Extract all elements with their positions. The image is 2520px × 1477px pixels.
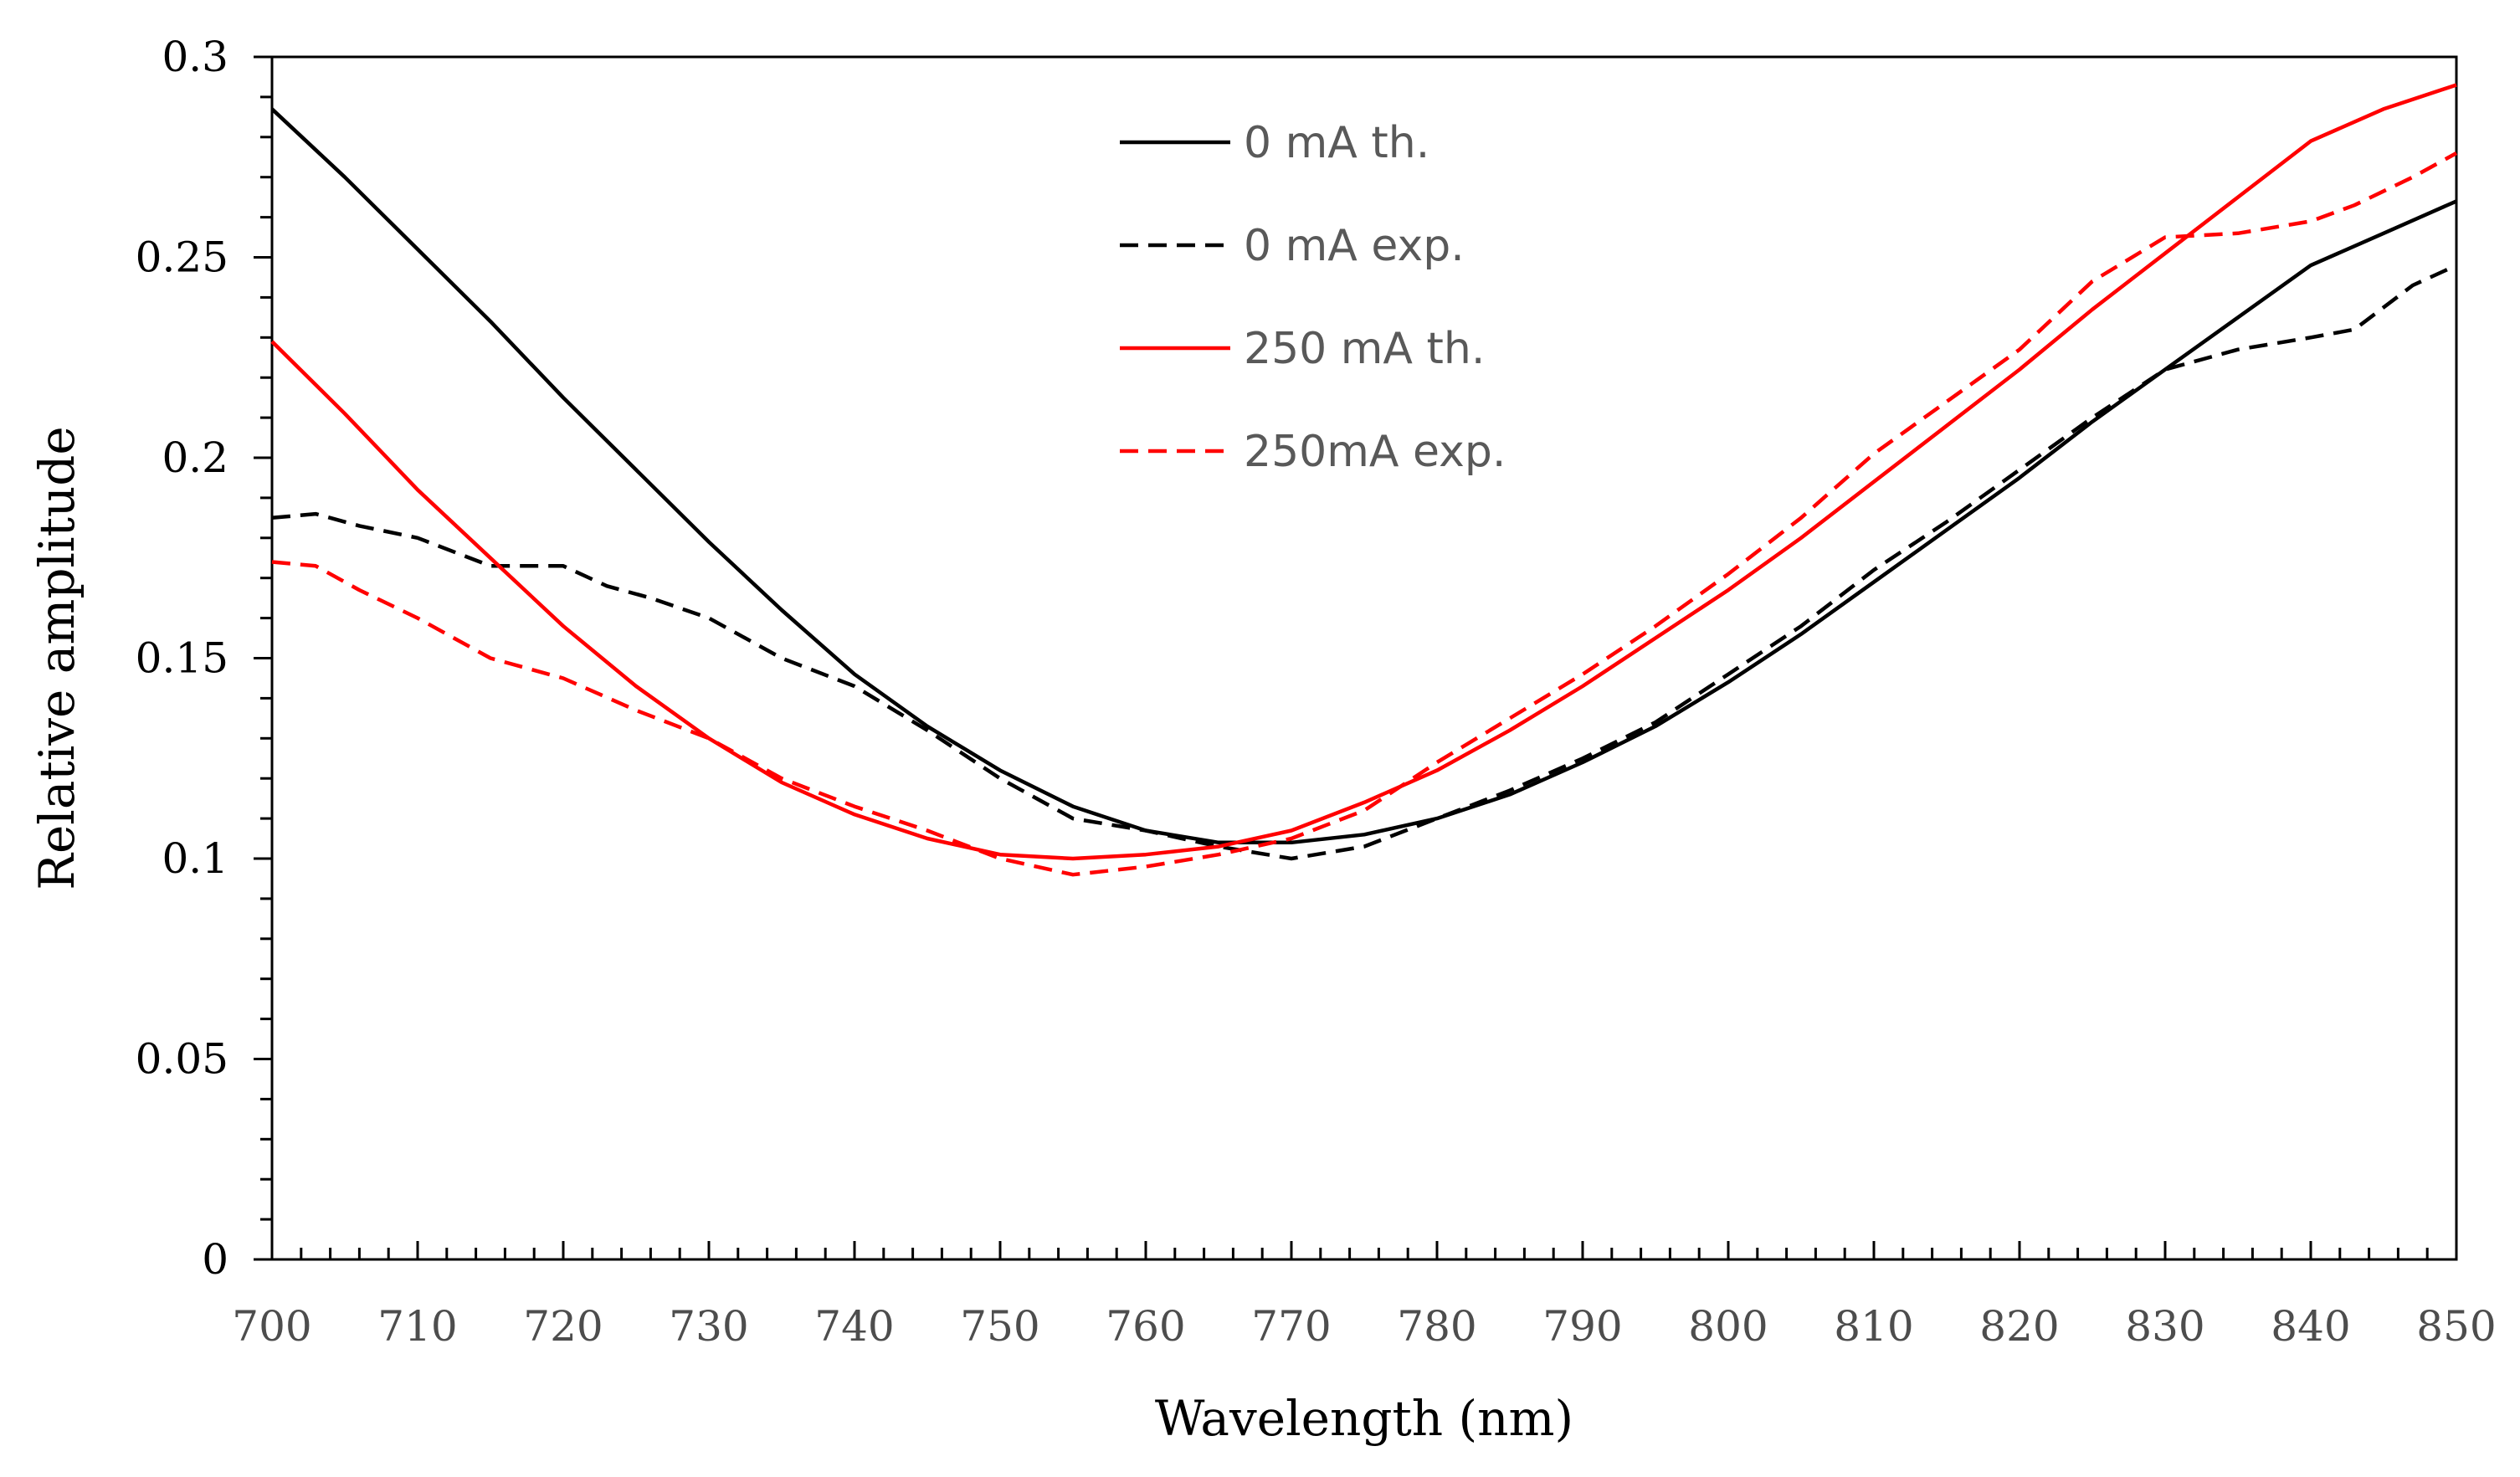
x-tick-label: 800 — [1688, 1302, 1768, 1351]
x-tick-label: 830 — [2125, 1302, 2204, 1351]
series-line-4 — [271, 151, 2458, 877]
x-axis-title: Wavelength (nm) — [1155, 1390, 1573, 1447]
y-tick-label: 0.25 — [136, 233, 228, 282]
y-tick-label: 0 — [202, 1235, 228, 1284]
x-tick-label: 770 — [1251, 1302, 1331, 1351]
x-tick-label: 760 — [1106, 1302, 1185, 1351]
y-tick-label: 0.3 — [162, 33, 228, 81]
x-tick-label: 730 — [669, 1302, 748, 1351]
y-tick-label: 0.05 — [136, 1035, 228, 1084]
series-line-3 — [270, 83, 2457, 861]
legend-label-1: 0 mA th. — [1244, 118, 1429, 168]
x-tick-label: 720 — [523, 1302, 603, 1351]
x-tick-label: 700 — [232, 1302, 311, 1351]
x-tick-label: 750 — [960, 1302, 1039, 1351]
legend-label-2: 0 mA exp. — [1244, 221, 1465, 271]
series-line-2 — [271, 264, 2457, 861]
series-layer — [270, 83, 2458, 877]
legend: 0 mA th. 0 mA exp. 250 mA th. 250mA exp. — [1120, 118, 1506, 477]
y-tick-label: 0.15 — [136, 634, 228, 683]
x-tick-label: 820 — [1979, 1302, 2059, 1351]
x-tick-label: 790 — [1542, 1302, 1622, 1351]
legend-label-3: 250 mA th. — [1244, 324, 1485, 374]
y-tick-label: 0.2 — [162, 433, 228, 482]
series-line-1 — [270, 107, 2457, 845]
x-tick-label: 780 — [1397, 1302, 1476, 1351]
x-tick-label: 840 — [2271, 1302, 2350, 1351]
y-axis-title: Relative amplitude — [28, 426, 85, 890]
y-tick-label: 0.1 — [162, 834, 228, 883]
x-tick-label: 810 — [1834, 1302, 1913, 1351]
x-tick-label: 710 — [377, 1302, 457, 1351]
axes-layer: 0 0.05 0.1 0.15 0.2 0.25 0.3 700 710 720 730 740 750… — [136, 33, 2497, 1351]
x-tick-label: 740 — [814, 1302, 894, 1351]
legend-label-4: 250mA exp. — [1244, 427, 1506, 477]
x-tick-label: 850 — [2416, 1302, 2496, 1351]
